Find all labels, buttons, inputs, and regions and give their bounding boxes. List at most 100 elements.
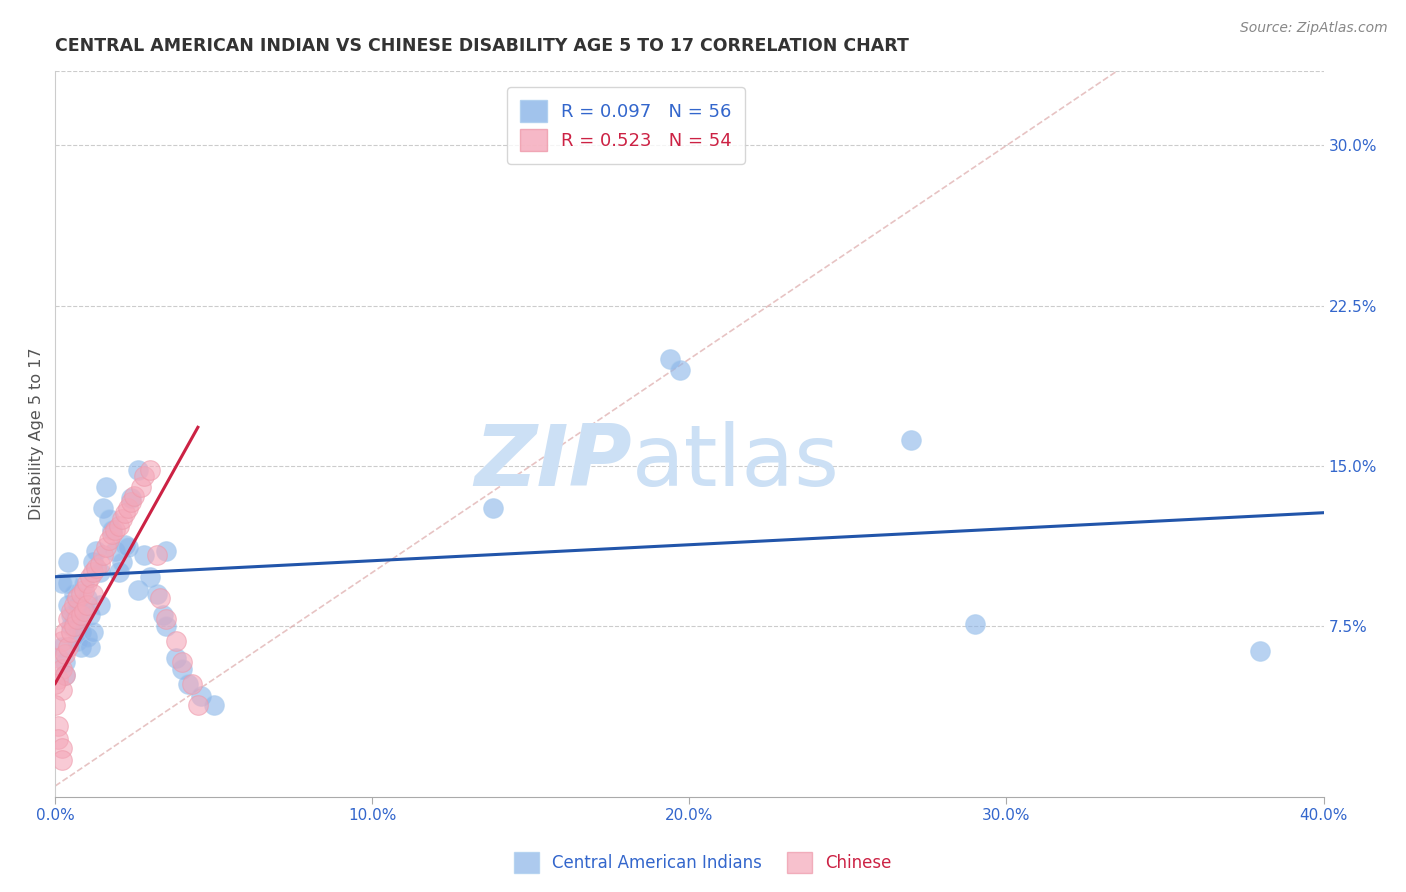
Point <box>111 555 134 569</box>
Point <box>82 555 104 569</box>
Point <box>66 591 89 606</box>
Point <box>46 672 69 686</box>
Point <box>56 576 79 591</box>
Point <box>155 544 177 558</box>
Point <box>89 566 111 580</box>
Point <box>127 582 149 597</box>
Point <box>120 491 142 505</box>
Point <box>53 625 76 640</box>
Point <box>82 587 104 601</box>
Point <box>46 651 69 665</box>
Point <box>69 640 91 655</box>
Point <box>107 518 129 533</box>
Point <box>56 640 79 655</box>
Point <box>79 608 101 623</box>
Point <box>76 598 98 612</box>
Point <box>114 506 136 520</box>
Point <box>63 598 86 612</box>
Point <box>152 608 174 623</box>
Point <box>132 469 155 483</box>
Point <box>91 501 114 516</box>
Point <box>139 463 162 477</box>
Point <box>94 480 117 494</box>
Legend: Central American Indians, Chinese: Central American Indians, Chinese <box>508 846 898 880</box>
Point <box>66 612 89 626</box>
Point <box>82 566 104 580</box>
Point <box>111 512 134 526</box>
Point <box>98 533 121 548</box>
Legend: R = 0.097   N = 56, R = 0.523   N = 54: R = 0.097 N = 56, R = 0.523 N = 54 <box>508 87 745 163</box>
Point <box>114 538 136 552</box>
Point <box>63 612 86 626</box>
Point <box>60 625 83 640</box>
Point <box>46 719 69 733</box>
Point <box>91 549 114 563</box>
Point <box>155 612 177 626</box>
Point <box>187 698 209 712</box>
Point <box>165 633 187 648</box>
Point <box>73 576 96 591</box>
Point <box>86 544 108 558</box>
Y-axis label: Disability Age 5 to 17: Disability Age 5 to 17 <box>30 347 44 520</box>
Point <box>180 676 202 690</box>
Point <box>190 690 212 704</box>
Point <box>86 561 108 575</box>
Point <box>202 698 225 712</box>
Point <box>69 608 91 623</box>
Point <box>51 576 73 591</box>
Point <box>60 619 83 633</box>
Point <box>124 489 146 503</box>
Point <box>145 549 167 563</box>
Text: ZIP: ZIP <box>475 421 633 504</box>
Point <box>120 495 142 509</box>
Point <box>60 604 83 618</box>
Point <box>89 557 111 571</box>
Text: CENTRAL AMERICAN INDIAN VS CHINESE DISABILITY AGE 5 TO 17 CORRELATION CHART: CENTRAL AMERICAN INDIAN VS CHINESE DISAB… <box>55 37 910 55</box>
Point <box>69 587 91 601</box>
Point <box>165 651 187 665</box>
Point <box>155 619 177 633</box>
Point <box>132 549 155 563</box>
Point <box>101 523 124 537</box>
Point <box>170 655 193 669</box>
Point <box>145 587 167 601</box>
Point <box>51 753 73 767</box>
Point <box>73 604 96 618</box>
Text: atlas: atlas <box>633 421 841 504</box>
Point <box>129 480 152 494</box>
Point <box>73 604 96 618</box>
Point <box>46 732 69 747</box>
Point <box>76 591 98 606</box>
Point <box>89 598 111 612</box>
Point <box>73 582 96 597</box>
Point <box>117 540 139 554</box>
Point <box>104 523 127 537</box>
Point <box>63 587 86 601</box>
Point <box>170 662 193 676</box>
Point <box>139 570 162 584</box>
Point <box>51 682 73 697</box>
Point <box>94 540 117 554</box>
Point <box>104 544 127 558</box>
Point <box>63 619 86 633</box>
Point <box>44 698 66 712</box>
Point <box>79 640 101 655</box>
Point <box>177 676 200 690</box>
Point <box>1249 644 1271 658</box>
Point <box>56 555 79 569</box>
Point <box>53 655 76 669</box>
Point <box>107 566 129 580</box>
Point <box>53 647 76 661</box>
Point <box>56 612 79 626</box>
Point <box>669 362 692 376</box>
Point <box>66 633 89 648</box>
Point <box>76 630 98 644</box>
Point <box>66 598 89 612</box>
Point <box>900 433 922 447</box>
Point <box>56 598 79 612</box>
Point <box>101 527 124 541</box>
Point <box>98 512 121 526</box>
Point <box>127 463 149 477</box>
Point <box>51 640 73 655</box>
Point <box>79 570 101 584</box>
